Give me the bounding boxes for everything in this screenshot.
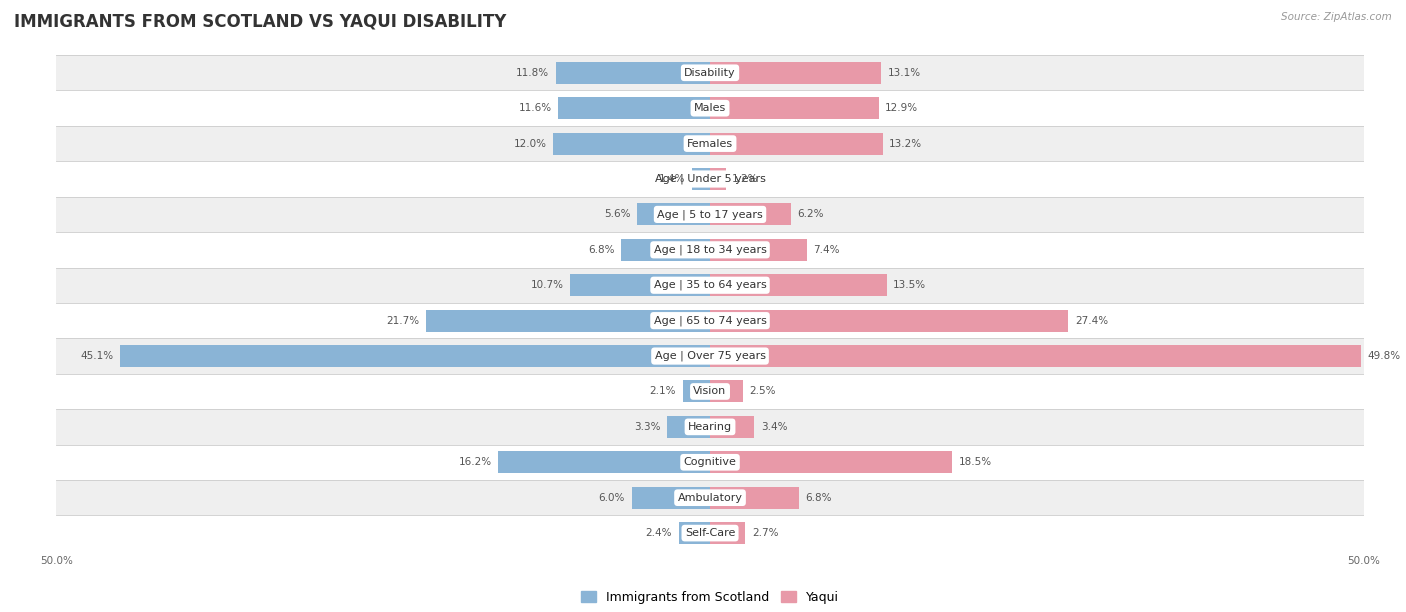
Bar — [426, 310, 710, 332]
Bar — [710, 416, 755, 438]
Bar — [621, 239, 710, 261]
Bar — [666, 416, 710, 438]
Bar — [56, 480, 1364, 515]
Bar — [710, 97, 879, 119]
Bar — [56, 267, 1364, 303]
Text: Disability: Disability — [685, 68, 735, 78]
Text: 12.0%: 12.0% — [513, 138, 547, 149]
Bar — [710, 203, 792, 225]
Text: 6.0%: 6.0% — [599, 493, 626, 502]
Text: 21.7%: 21.7% — [387, 316, 420, 326]
Text: 27.4%: 27.4% — [1074, 316, 1108, 326]
Text: Age | Over 75 years: Age | Over 75 years — [655, 351, 765, 361]
Text: 1.2%: 1.2% — [733, 174, 759, 184]
Bar — [56, 126, 1364, 162]
Bar — [682, 381, 710, 403]
Bar — [56, 338, 1364, 374]
Text: Cognitive: Cognitive — [683, 457, 737, 468]
Text: Hearing: Hearing — [688, 422, 733, 432]
Text: 2.1%: 2.1% — [650, 386, 676, 397]
Bar — [631, 487, 710, 509]
Bar — [56, 409, 1364, 444]
Text: 6.2%: 6.2% — [797, 209, 824, 220]
Bar — [56, 232, 1364, 267]
Bar — [56, 515, 1364, 551]
Text: 11.8%: 11.8% — [516, 68, 550, 78]
Text: IMMIGRANTS FROM SCOTLAND VS YAQUI DISABILITY: IMMIGRANTS FROM SCOTLAND VS YAQUI DISABI… — [14, 12, 506, 30]
Text: Females: Females — [688, 138, 733, 149]
Text: Vision: Vision — [693, 386, 727, 397]
Text: Age | 18 to 34 years: Age | 18 to 34 years — [654, 245, 766, 255]
Bar — [56, 91, 1364, 126]
Bar — [56, 374, 1364, 409]
Text: 10.7%: 10.7% — [530, 280, 564, 290]
Text: 45.1%: 45.1% — [80, 351, 114, 361]
Text: Ambulatory: Ambulatory — [678, 493, 742, 502]
Text: 5.6%: 5.6% — [603, 209, 630, 220]
Text: 16.2%: 16.2% — [458, 457, 492, 468]
Bar — [710, 310, 1069, 332]
Text: Age | Under 5 years: Age | Under 5 years — [655, 174, 765, 184]
Bar — [569, 274, 710, 296]
Bar — [692, 168, 710, 190]
Bar — [637, 203, 710, 225]
Text: 13.1%: 13.1% — [887, 68, 921, 78]
Bar — [679, 522, 710, 544]
Text: 6.8%: 6.8% — [588, 245, 614, 255]
Bar — [498, 451, 710, 473]
Bar — [710, 487, 799, 509]
Text: 18.5%: 18.5% — [959, 457, 991, 468]
Text: 1.4%: 1.4% — [658, 174, 685, 184]
Bar — [710, 381, 742, 403]
Bar — [710, 168, 725, 190]
Text: Age | 65 to 74 years: Age | 65 to 74 years — [654, 315, 766, 326]
Text: 3.4%: 3.4% — [761, 422, 787, 432]
Text: 12.9%: 12.9% — [886, 103, 918, 113]
Bar — [710, 451, 952, 473]
Text: 3.3%: 3.3% — [634, 422, 661, 432]
Text: 2.7%: 2.7% — [752, 528, 779, 538]
Bar — [710, 133, 883, 155]
Bar — [553, 133, 710, 155]
Bar — [710, 522, 745, 544]
Text: 13.5%: 13.5% — [893, 280, 927, 290]
Text: Self-Care: Self-Care — [685, 528, 735, 538]
Bar — [56, 303, 1364, 338]
Bar — [710, 274, 887, 296]
Text: Age | 35 to 64 years: Age | 35 to 64 years — [654, 280, 766, 291]
Bar — [558, 97, 710, 119]
Bar — [710, 62, 882, 84]
Text: 7.4%: 7.4% — [813, 245, 839, 255]
Text: 13.2%: 13.2% — [889, 138, 922, 149]
Bar — [121, 345, 710, 367]
Bar — [710, 239, 807, 261]
Text: 49.8%: 49.8% — [1368, 351, 1400, 361]
Bar — [56, 55, 1364, 91]
Bar — [56, 162, 1364, 196]
Text: 2.4%: 2.4% — [645, 528, 672, 538]
Text: Source: ZipAtlas.com: Source: ZipAtlas.com — [1281, 12, 1392, 22]
Text: Males: Males — [695, 103, 725, 113]
Bar — [56, 444, 1364, 480]
Legend: Immigrants from Scotland, Yaqui: Immigrants from Scotland, Yaqui — [575, 586, 845, 609]
Text: 6.8%: 6.8% — [806, 493, 832, 502]
Text: 11.6%: 11.6% — [519, 103, 551, 113]
Text: 2.5%: 2.5% — [749, 386, 776, 397]
Text: Age | 5 to 17 years: Age | 5 to 17 years — [657, 209, 763, 220]
Bar — [56, 196, 1364, 232]
Bar — [710, 345, 1361, 367]
Bar — [555, 62, 710, 84]
